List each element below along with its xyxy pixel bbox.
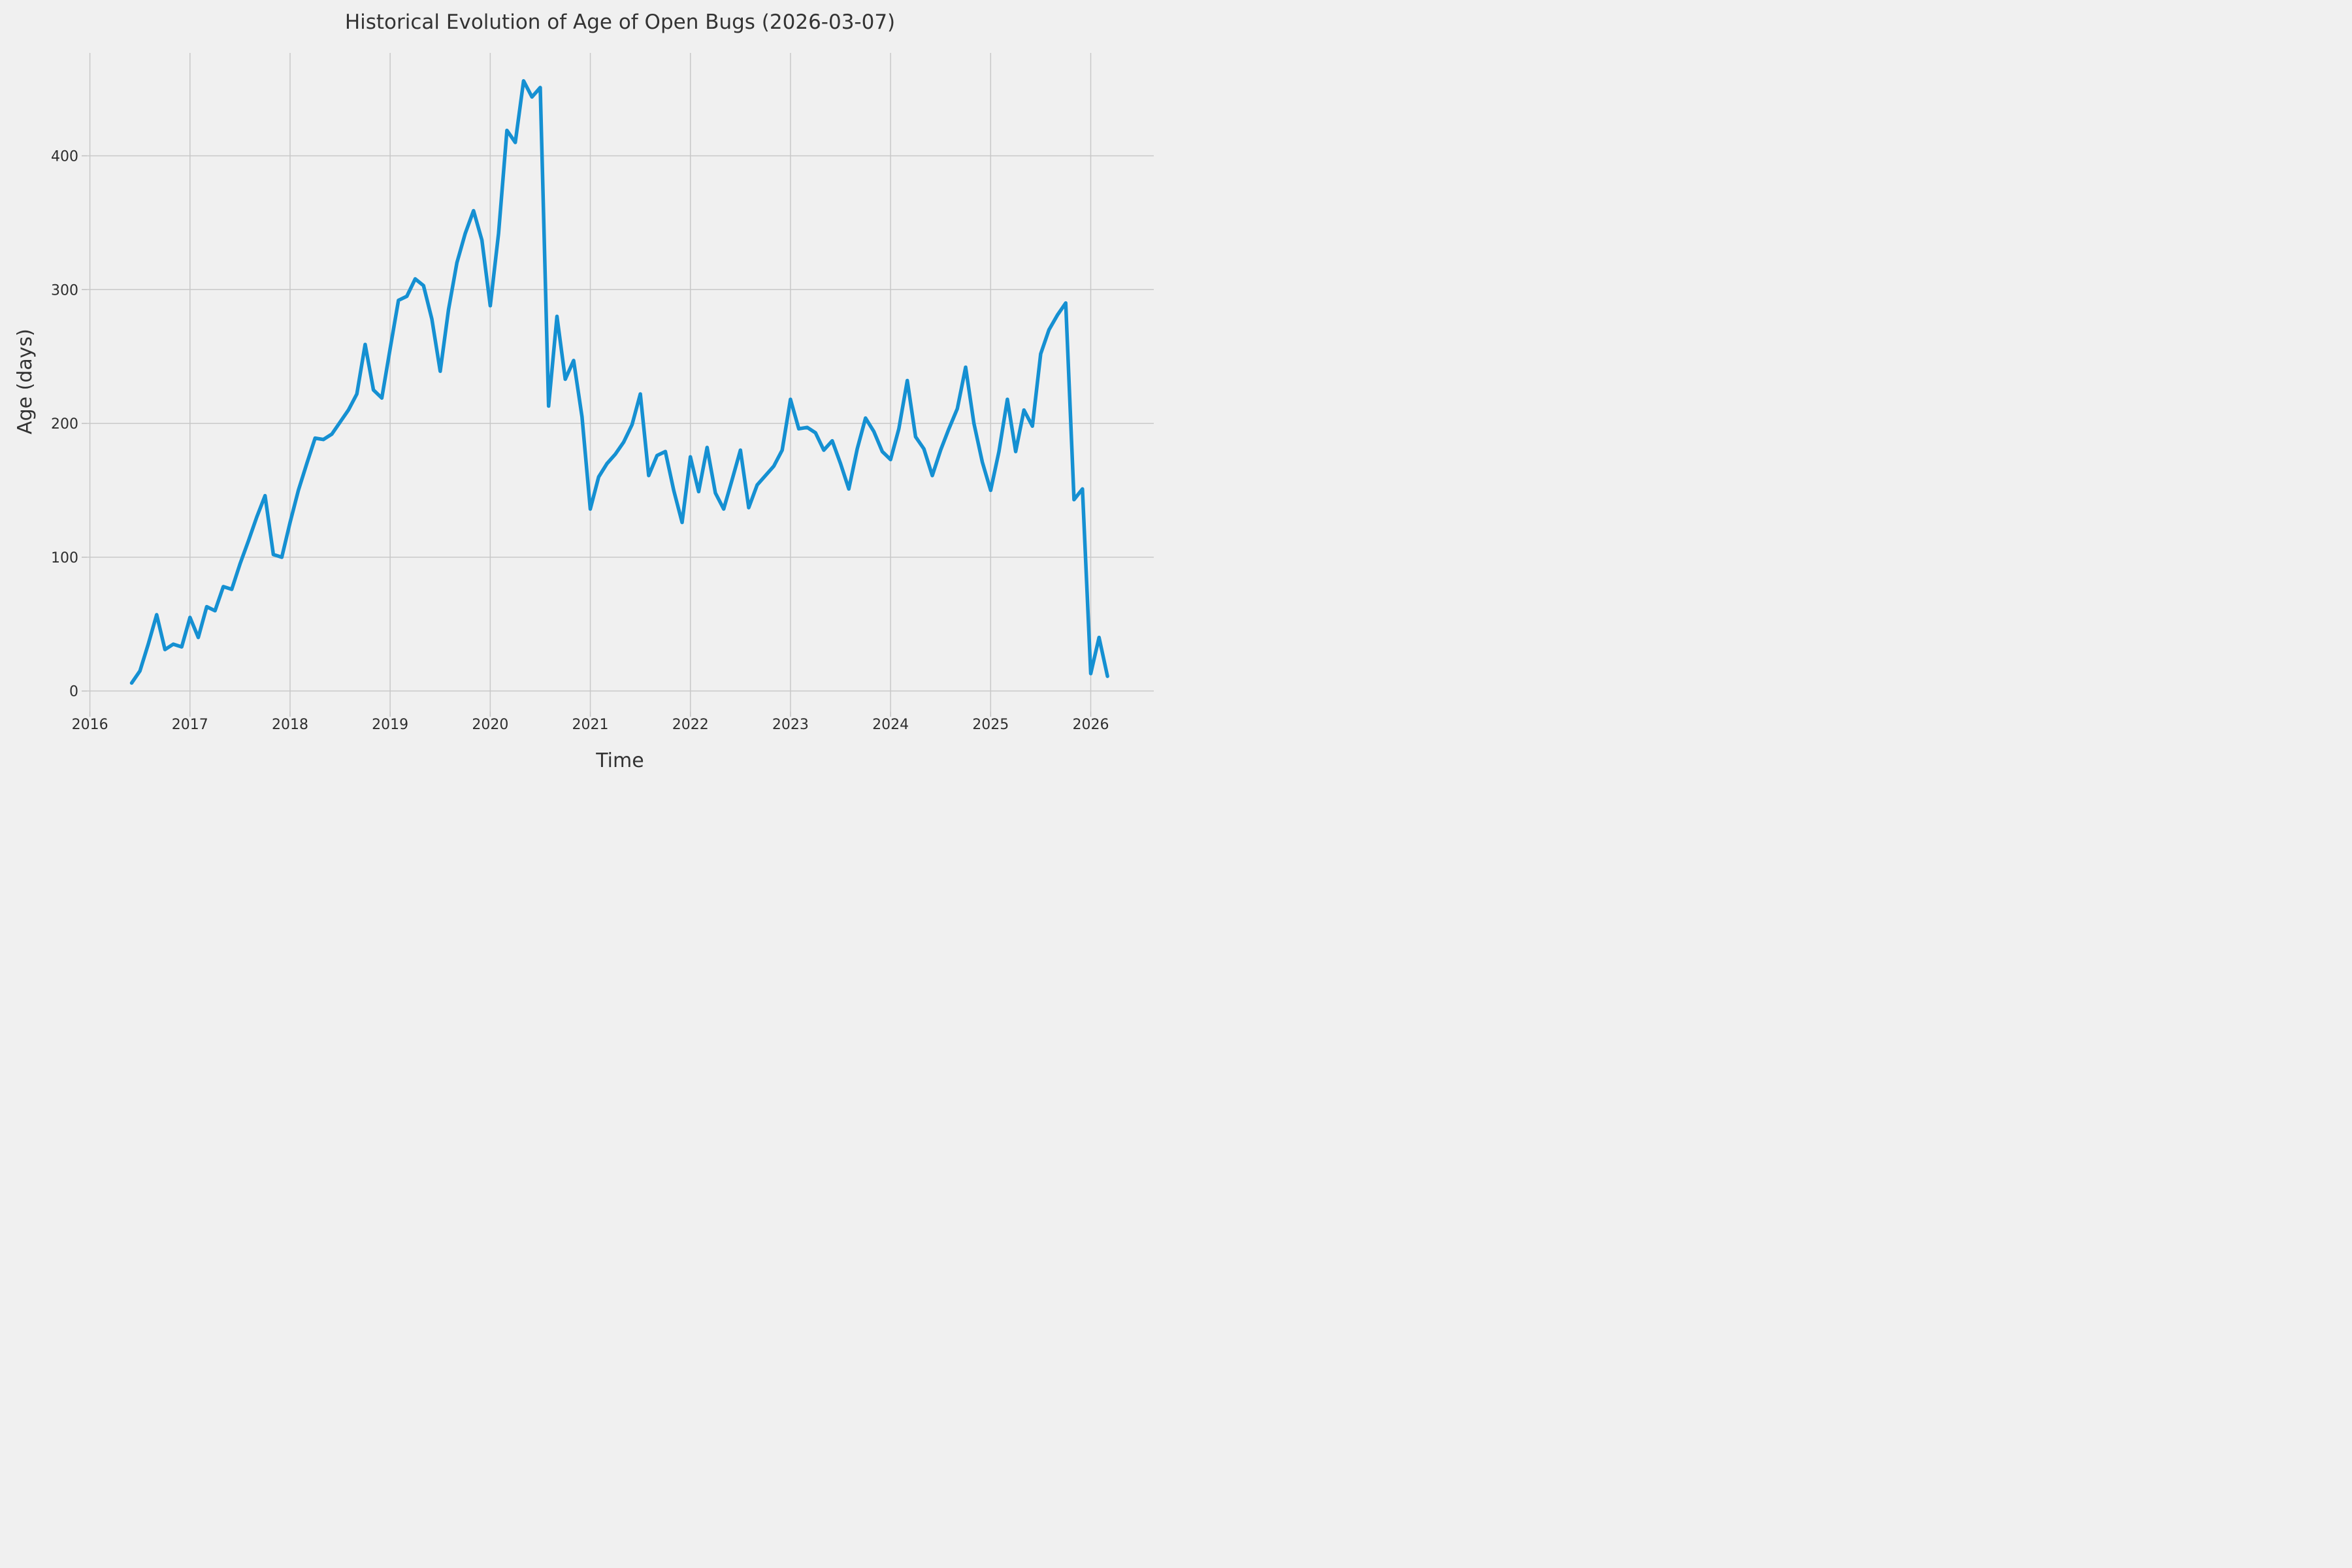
- x-tick-label-2026: 2026: [1072, 717, 1109, 733]
- x-tick-label-2017: 2017: [172, 717, 208, 733]
- series-layer: [129, 79, 1109, 685]
- x-tick-label-2016: 2016: [72, 717, 108, 733]
- x-tick-label-2018: 2018: [272, 717, 308, 733]
- chart-title: Historical Evolution of Age of Open Bugs…: [345, 10, 895, 34]
- y-tick-label-0: 0: [69, 684, 78, 700]
- chart-figure: 2016 2017 2018 2019 2020 2021 2022 2023 2024 2025…: [0, 0, 1176, 784]
- y-tick-label-200: 200: [51, 416, 78, 433]
- tick-label-layer: 2016 2017 2018 2019 2020 2021 2022 2023 2024 2025…: [51, 148, 1109, 733]
- x-axis-label: Time: [595, 749, 644, 772]
- grid-layer: [87, 53, 1154, 711]
- x-tick-label-2022: 2022: [672, 717, 709, 733]
- x-tick-label-2023: 2023: [772, 717, 809, 733]
- y-tick-label-400: 400: [51, 148, 78, 165]
- y-tick-label-300: 300: [51, 282, 78, 299]
- y-tick-label-100: 100: [51, 550, 78, 566]
- x-tick-label-2024: 2024: [872, 717, 909, 733]
- x-tick-label-2021: 2021: [572, 717, 609, 733]
- y-axis-label: Age (days): [14, 329, 37, 434]
- age-of-open-bugs-line: [129, 79, 1109, 685]
- line-chart-canvas: 2016 2017 2018 2019 2020 2021 2022 2023 2024 2025…: [14, 10, 1154, 772]
- x-tick-label-2025: 2025: [972, 717, 1009, 733]
- x-tick-label-2020: 2020: [472, 717, 508, 733]
- tick-layer: [82, 155, 1092, 717]
- x-tick-label-2019: 2019: [372, 717, 408, 733]
